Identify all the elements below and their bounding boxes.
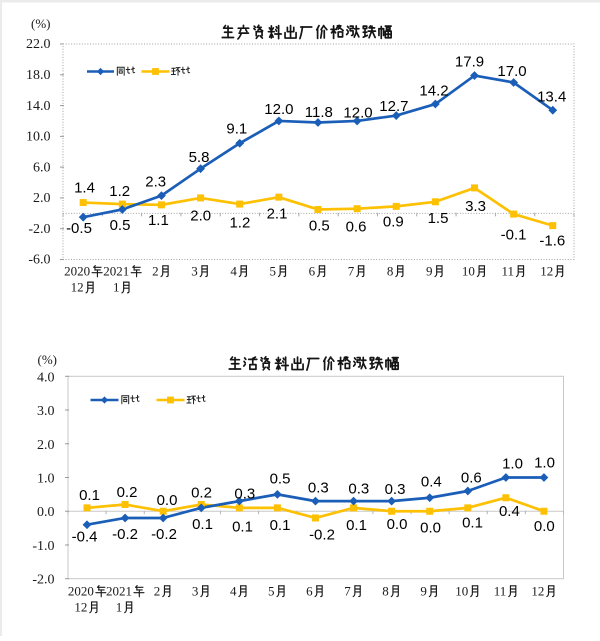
svg-text:0.6: 0.6	[461, 470, 482, 487]
svg-text:11: 11	[501, 263, 514, 278]
svg-text:3.3: 3.3	[465, 198, 486, 215]
svg-text:8: 8	[387, 263, 394, 278]
svg-text:5: 5	[270, 263, 277, 278]
svg-text:0.5: 0.5	[110, 217, 131, 234]
svg-text:0.2: 0.2	[191, 485, 212, 502]
svg-text:-1.0: -1.0	[32, 539, 54, 554]
svg-text:12: 12	[540, 263, 553, 278]
svg-text:14.0: 14.0	[26, 99, 51, 114]
svg-text:1: 1	[116, 599, 123, 614]
svg-text:12: 12	[74, 599, 87, 614]
svg-text:0.5: 0.5	[270, 471, 291, 488]
svg-text:12: 12	[531, 583, 544, 598]
svg-text:0.0: 0.0	[387, 516, 408, 533]
svg-text:4.0: 4.0	[37, 370, 55, 385]
svg-text:0.3: 0.3	[348, 480, 369, 497]
svg-text:0.2: 0.2	[117, 484, 138, 501]
svg-text:0.4: 0.4	[499, 503, 520, 520]
svg-text:0.3: 0.3	[234, 486, 255, 503]
svg-text:0.1: 0.1	[192, 516, 213, 533]
svg-text:4: 4	[230, 583, 237, 598]
svg-text:5.8: 5.8	[189, 149, 210, 166]
svg-text:7: 7	[344, 583, 351, 598]
svg-text:2021: 2021	[103, 263, 129, 278]
svg-text:11.8: 11.8	[305, 104, 333, 121]
svg-text:-2.0: -2.0	[32, 573, 54, 588]
svg-text:-0.2: -0.2	[112, 526, 138, 543]
svg-text:9: 9	[420, 583, 427, 598]
svg-text:(%): (%)	[31, 16, 51, 31]
svg-text:1.1: 1.1	[148, 212, 169, 229]
svg-text:8: 8	[382, 583, 389, 598]
svg-text:-2.0: -2.0	[28, 222, 50, 237]
svg-text:0.3: 0.3	[308, 480, 329, 497]
svg-text:1.0: 1.0	[534, 455, 555, 472]
svg-text:2.0: 2.0	[190, 207, 211, 224]
svg-text:9: 9	[426, 263, 433, 278]
svg-text:-0.2: -0.2	[151, 526, 177, 543]
svg-text:1.2: 1.2	[109, 183, 130, 200]
svg-text:0.4: 0.4	[421, 473, 442, 490]
svg-text:12: 12	[71, 280, 84, 295]
svg-text:1.0: 1.0	[502, 456, 523, 473]
svg-text:0.1: 0.1	[462, 515, 483, 532]
svg-text:1.0: 1.0	[37, 472, 55, 487]
svg-text:1.5: 1.5	[428, 210, 449, 227]
svg-text:0.0: 0.0	[420, 520, 441, 537]
svg-text:10: 10	[455, 583, 468, 598]
svg-text:12.0: 12.0	[264, 101, 293, 118]
svg-text:14.2: 14.2	[419, 83, 448, 100]
svg-text:11: 11	[494, 583, 507, 598]
svg-text:(%): (%)	[38, 352, 58, 367]
svg-text:3: 3	[192, 583, 199, 598]
svg-text:2: 2	[152, 263, 159, 278]
svg-text:-6.0: -6.0	[28, 253, 50, 268]
svg-text:2.0: 2.0	[37, 438, 55, 453]
svg-text:12.7: 12.7	[379, 98, 408, 115]
svg-text:0.0: 0.0	[534, 518, 555, 535]
svg-text:10: 10	[462, 263, 475, 278]
svg-text:17.9: 17.9	[455, 54, 484, 71]
svg-text:0.3: 0.3	[385, 481, 406, 498]
svg-text:12.0: 12.0	[343, 105, 372, 122]
svg-text:1.2: 1.2	[229, 215, 250, 232]
svg-text:4: 4	[230, 263, 237, 278]
svg-text:22.0: 22.0	[26, 37, 51, 52]
svg-text:0.9: 0.9	[383, 214, 404, 231]
svg-text:3: 3	[191, 263, 198, 278]
svg-text:2020: 2020	[68, 583, 94, 598]
svg-text:1.4: 1.4	[74, 180, 95, 197]
svg-text:6: 6	[306, 583, 313, 598]
svg-text:-0.5: -0.5	[66, 220, 92, 237]
svg-text:-0.2: -0.2	[309, 527, 335, 544]
svg-text:0.6: 0.6	[346, 219, 367, 236]
svg-text:6: 6	[309, 263, 316, 278]
svg-text:0.0: 0.0	[37, 505, 55, 520]
svg-text:9.1: 9.1	[226, 121, 247, 138]
svg-text:0.5: 0.5	[309, 218, 330, 235]
svg-text:-0.4: -0.4	[72, 529, 98, 546]
svg-text:2021: 2021	[106, 583, 132, 598]
svg-text:2: 2	[154, 583, 161, 598]
svg-text:3.0: 3.0	[37, 404, 55, 419]
svg-text:0.1: 0.1	[232, 519, 253, 536]
svg-text:2.0: 2.0	[33, 191, 51, 206]
svg-text:2.3: 2.3	[145, 174, 166, 191]
svg-text:5: 5	[268, 583, 275, 598]
svg-text:7: 7	[348, 263, 355, 278]
svg-text:0.1: 0.1	[346, 517, 367, 534]
svg-text:0.1: 0.1	[270, 517, 291, 534]
svg-text:6.0: 6.0	[33, 160, 51, 175]
svg-text:2.1: 2.1	[267, 205, 288, 222]
svg-text:1: 1	[113, 280, 120, 295]
svg-text:0.0: 0.0	[157, 492, 178, 509]
svg-text:10.0: 10.0	[26, 130, 51, 145]
svg-text:17.0: 17.0	[497, 63, 526, 80]
svg-text:2020: 2020	[64, 263, 90, 278]
svg-text:-1.6: -1.6	[539, 233, 565, 250]
svg-text:13.4: 13.4	[537, 88, 566, 105]
svg-text:0.1: 0.1	[79, 487, 100, 504]
svg-text:-0.1: -0.1	[501, 227, 527, 244]
svg-text:18.0: 18.0	[26, 68, 51, 83]
